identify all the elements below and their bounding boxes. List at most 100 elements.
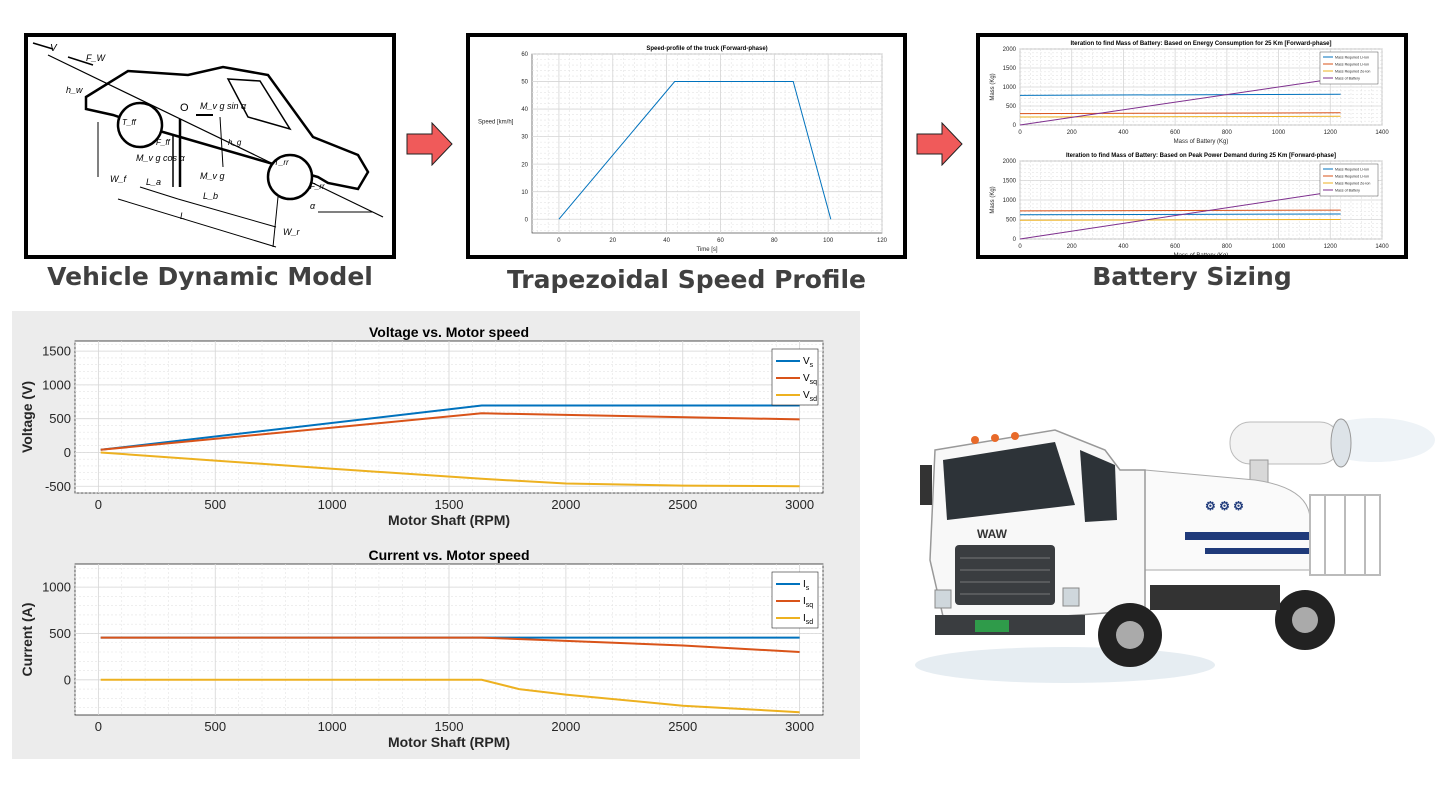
x-tick-label: 1200 <box>1324 244 1338 250</box>
y-axis-label: Voltage (V) <box>19 381 35 453</box>
y-tick-label: 50 <box>521 80 528 86</box>
motor-plots-panel: 0 500 1000 1500 2000 2500 3000 -500 0 500 1000 1500… <box>12 311 860 759</box>
x-tick-label: 40 <box>663 238 670 244</box>
y-axis-label: Current (A) <box>19 603 35 677</box>
vm-label: h_w <box>66 85 83 95</box>
vm-label: T_ff <box>122 118 137 127</box>
legend-label: Mass of Battery <box>1335 77 1360 81</box>
spray-truck-image: ⚙ ⚙ ⚙ WAW <box>915 418 1435 683</box>
vm-label: α <box>310 201 316 211</box>
x-tick-label: 1200 <box>1324 130 1338 136</box>
y-tick-label: 1000 <box>1003 198 1017 204</box>
arrow-right-icon <box>406 122 453 166</box>
x-tick-label: 1400 <box>1375 130 1389 136</box>
vm-label: W_f <box>110 174 128 184</box>
x-tick-label: 20 <box>609 238 616 244</box>
y-tick-label: 60 <box>521 52 528 58</box>
chart-title: Voltage vs. Motor speed <box>369 324 529 340</box>
caption-battery: Battery Sizing <box>1092 262 1292 291</box>
x-tick-label: 500 <box>204 719 226 734</box>
legend-label: Mass of Battery <box>1335 189 1360 193</box>
series-line <box>100 451 800 488</box>
y-tick-label: 0 <box>64 672 71 687</box>
battery-power-chart: 0 200 400 600 800 1000 1200 1400 0 500 1000 1500 200… <box>980 147 1404 255</box>
x-tick-label: 1000 <box>1272 130 1286 136</box>
x-tick-label: 0 <box>1018 244 1022 250</box>
vm-label: T_rr <box>274 158 289 167</box>
y-tick-label: 500 <box>1006 104 1017 110</box>
legend-label: Mass Required Li-ion <box>1335 175 1369 179</box>
arrow-right-icon <box>916 122 963 166</box>
speed-profile-panel: 0 20 40 60 80 100 120 0 10 20 30 40 50 60 Speed-profil… <box>466 33 907 259</box>
x-tick-label: 1000 <box>1272 244 1286 250</box>
x-tick-label: 2500 <box>668 719 697 734</box>
x-tick-label: 3000 <box>785 497 814 512</box>
y-tick-label: 20 <box>521 162 528 168</box>
vm-label: L_b <box>203 191 218 201</box>
x-tick-label: 1500 <box>435 497 464 512</box>
y-tick-label: -500 <box>45 479 71 494</box>
battery-sizing-panel: 0 200 400 600 800 1000 1200 1400 0 500 1000 1500 200… <box>976 33 1408 259</box>
y-tick-label: 40 <box>521 107 528 113</box>
x-tick-label: 0 <box>95 497 102 512</box>
front-wheel <box>116 101 164 149</box>
x-tick-label: 2000 <box>551 719 580 734</box>
x-tick-label: 2500 <box>668 497 697 512</box>
vm-label: h_g <box>228 138 242 147</box>
y-tick-label: 500 <box>49 411 71 426</box>
plot-area <box>531 53 883 234</box>
y-tick-label: 0 <box>1013 237 1017 243</box>
battery-energy-chart: 0 200 400 600 800 1000 1200 1400 0 500 1000 1500 200… <box>980 37 1404 147</box>
y-tick-label: 2000 <box>1003 47 1017 53</box>
legend-label: Vsq <box>803 373 817 386</box>
svg-text:⚙ ⚙ ⚙: ⚙ ⚙ ⚙ <box>1205 499 1244 513</box>
x-tick-label: 100 <box>823 238 834 244</box>
x-tick-label: 1400 <box>1375 244 1389 250</box>
y-tick-label: 500 <box>49 626 71 641</box>
legend-label: Vs <box>803 356 814 369</box>
series-line <box>100 404 800 451</box>
vm-label: F_ff <box>156 138 171 147</box>
current-chart: 0 500 1000 1500 2000 2500 3000 0 500 1000 Current … <box>12 536 860 759</box>
vm-label: L_a <box>146 177 161 187</box>
rear-wheel <box>266 153 314 201</box>
x-tick-label: 0 <box>557 238 561 244</box>
x-axis-label: Motor Shaft (RPM) <box>388 512 510 528</box>
y-tick-label: 1500 <box>1003 66 1017 72</box>
x-tick-label: 400 <box>1118 130 1129 136</box>
legend-label: Mass Required Ze-ion <box>1335 70 1370 74</box>
x-axis-label: Motor Shaft (RPM) <box>388 734 510 750</box>
legend-label: Mass Required Li-ion <box>1335 63 1369 67</box>
x-tick-label: 0 <box>95 719 102 734</box>
x-tick-label: 120 <box>877 238 888 244</box>
series-line <box>1019 209 1341 212</box>
series-line <box>100 636 800 653</box>
x-axis-label: Time [s] <box>696 247 717 253</box>
vm-label: V <box>50 43 58 54</box>
y-axis-label: Mass (Kg) <box>990 186 996 213</box>
y-tick-label: 1500 <box>42 344 71 359</box>
vm-label: W_r <box>283 227 301 237</box>
x-tick-label: 500 <box>204 497 226 512</box>
speed-profile-chart: 0 20 40 60 80 100 120 0 10 20 30 40 50 60 Speed-profil… <box>470 37 903 255</box>
legend-label: Mass Required Ze-ion <box>1335 182 1370 186</box>
voltage-chart: 0 500 1000 1500 2000 2500 3000 -500 0 500 1000 1500… <box>12 311 860 536</box>
series-line <box>1019 190 1341 240</box>
x-tick-label: 400 <box>1118 244 1129 250</box>
x-tick-label: 2000 <box>551 497 580 512</box>
truck-badge: WAW <box>977 527 1008 541</box>
y-tick-label: 0 <box>1013 123 1017 129</box>
y-tick-label: 30 <box>521 135 528 141</box>
x-tick-label: 0 <box>1018 130 1022 136</box>
vehicle-model-panel: V F_W h_w O M_v g sin α T_ff F_ff h_g M_… <box>24 33 396 259</box>
x-tick-label: 800 <box>1222 244 1233 250</box>
vm-label: L <box>180 211 185 221</box>
x-tick-label: 200 <box>1067 130 1078 136</box>
x-tick-label: 800 <box>1222 130 1233 136</box>
caption-vehicle: Vehicle Dynamic Model <box>47 262 373 291</box>
x-tick-label: 200 <box>1067 244 1078 250</box>
legend-label: Is <box>803 579 810 592</box>
y-tick-label: 10 <box>521 190 528 196</box>
chart-title: Current vs. Motor speed <box>368 547 529 563</box>
x-tick-label: 60 <box>717 238 724 244</box>
